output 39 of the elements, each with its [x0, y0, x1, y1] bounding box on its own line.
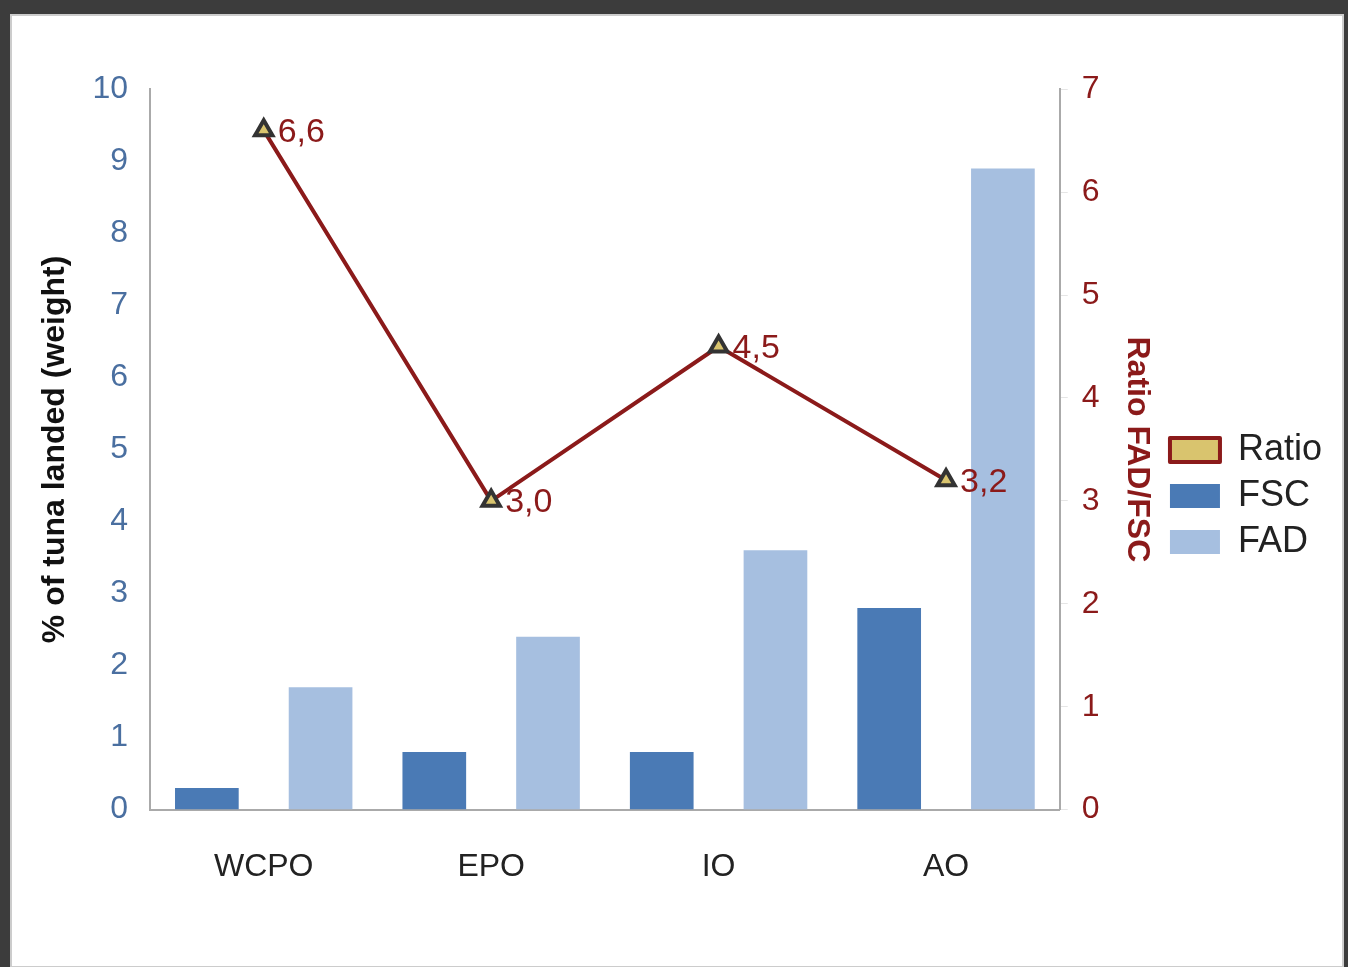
data-label: 6,6 — [277, 110, 325, 149]
legend-label: Ratio — [1237, 426, 1323, 468]
bar — [857, 607, 922, 810]
bar — [288, 687, 353, 810]
y2-tick-label: 0 — [1081, 789, 1100, 826]
data-label: 4,5 — [732, 326, 780, 365]
y2-tick-label: 2 — [1081, 583, 1100, 620]
y-tick-label: 8 — [110, 213, 128, 250]
y-tick-label: 6 — [110, 357, 128, 394]
x-tick-label: EPO — [457, 846, 525, 883]
y2-tick-label: 1 — [1081, 686, 1100, 723]
legend-label: FAD — [1237, 518, 1308, 560]
y2-tick-label: 6 — [1081, 171, 1100, 208]
y2-tick-label: 7 — [1081, 69, 1100, 106]
data-label: 3,2 — [960, 460, 1008, 499]
y-tick-label: 10 — [92, 69, 128, 106]
x-tick-label: WCPO — [213, 846, 314, 883]
data-label: 3,0 — [505, 481, 553, 520]
bar — [743, 550, 808, 810]
bar — [402, 751, 467, 810]
y-tick-label: 1 — [110, 717, 128, 754]
y2-tick-label: 3 — [1081, 480, 1100, 517]
y-tick-label: 4 — [110, 501, 128, 538]
bar — [516, 636, 580, 810]
y2-tick-label: 4 — [1081, 377, 1100, 414]
bar — [629, 751, 694, 810]
legend-label: FSC — [1237, 472, 1310, 514]
y-axis-title: % of tuna landed (weight) — [35, 255, 72, 644]
x-tick-label: AO — [922, 846, 970, 883]
y-tick-label: 9 — [110, 141, 128, 178]
y2-tick-label: 5 — [1081, 274, 1100, 311]
y2-axis-title: Ratio FAD/FSC — [1120, 336, 1157, 563]
y-tick-label: 2 — [110, 645, 128, 682]
x-tick-label: IO — [701, 846, 736, 883]
y-tick-label: 3 — [110, 573, 128, 610]
y-tick-label: 7 — [110, 285, 128, 322]
y-tick-label: 5 — [110, 429, 128, 466]
bar — [175, 787, 239, 810]
y-tick-label: 0 — [110, 789, 128, 826]
